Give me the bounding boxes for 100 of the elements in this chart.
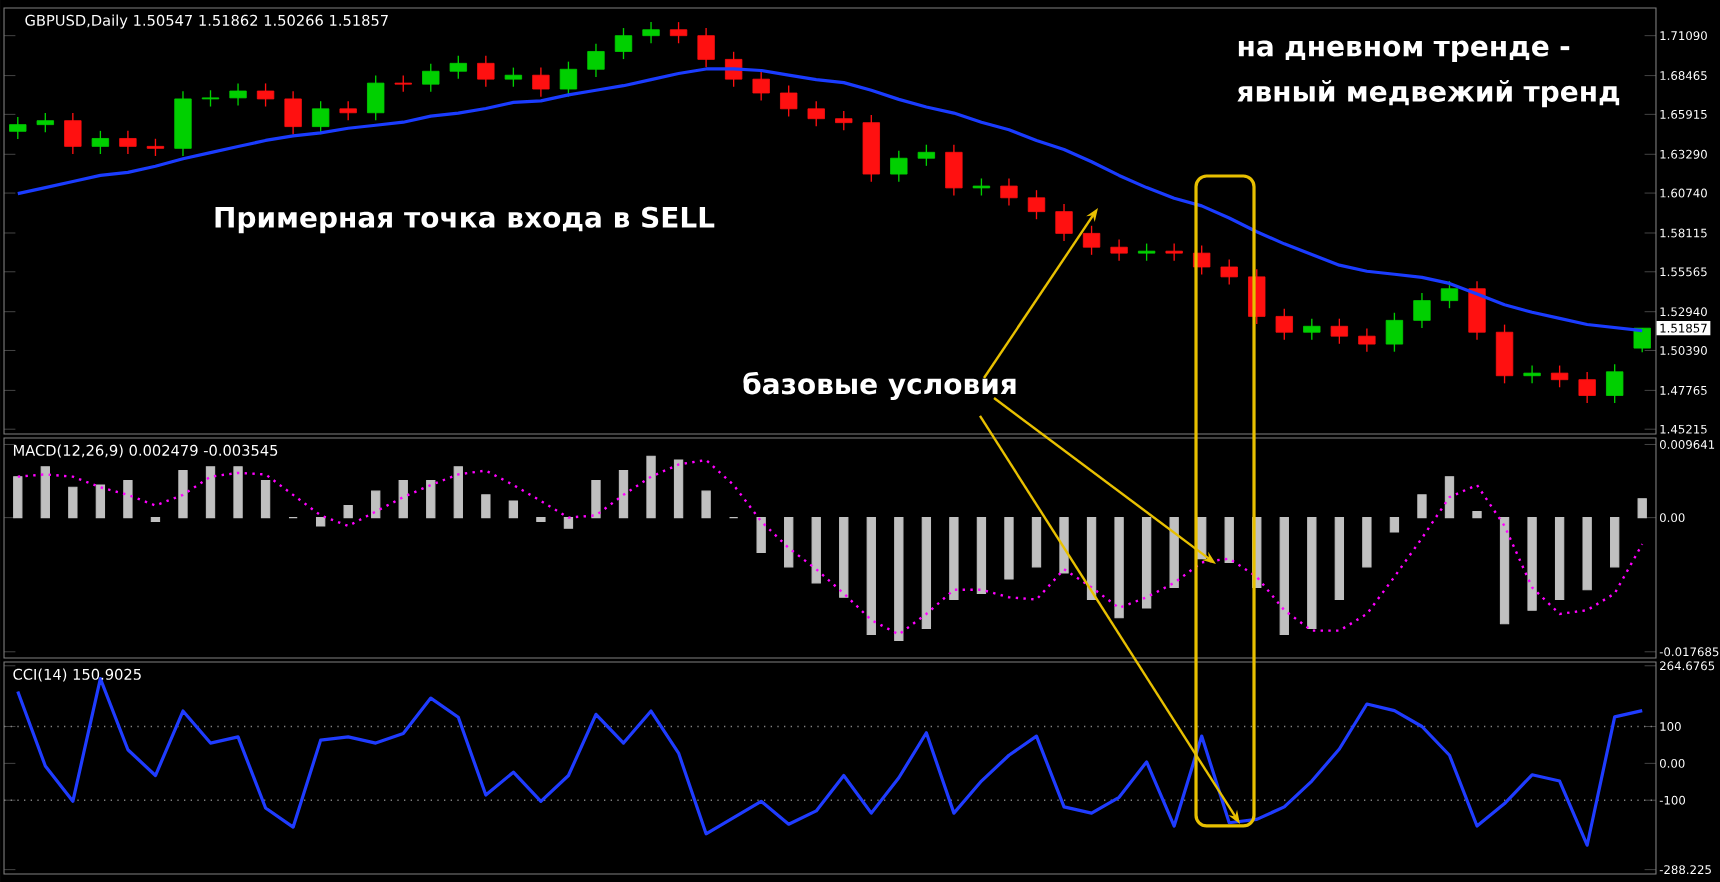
bar xyxy=(1527,517,1537,611)
bar xyxy=(508,500,519,519)
candlestick xyxy=(835,110,853,131)
candlestick xyxy=(917,144,936,167)
candlestick xyxy=(890,149,908,183)
candlestick xyxy=(36,112,54,133)
bar xyxy=(95,484,106,519)
bar xyxy=(1389,517,1400,533)
bar xyxy=(591,479,601,519)
candlestick xyxy=(91,130,110,155)
candlestick xyxy=(1440,280,1459,309)
bar xyxy=(618,470,629,519)
bar xyxy=(1610,517,1620,568)
candlestick xyxy=(1468,280,1486,341)
candlestick xyxy=(1220,258,1238,286)
candlestick xyxy=(1303,318,1321,341)
annotation: базовые условия xyxy=(743,371,1016,401)
candlestick xyxy=(780,84,798,118)
bar xyxy=(921,517,932,629)
candlestick xyxy=(229,82,247,107)
bar xyxy=(673,459,684,519)
bar xyxy=(205,466,216,519)
candlestick xyxy=(119,130,137,155)
candlestick xyxy=(1578,371,1596,404)
bar xyxy=(426,479,436,519)
candlestick xyxy=(642,21,660,44)
bar xyxy=(949,517,959,601)
candlestick xyxy=(1330,318,1349,345)
bar xyxy=(563,517,574,529)
candlestick xyxy=(311,100,330,135)
bar xyxy=(481,494,491,519)
candlestick xyxy=(1165,242,1183,262)
bar xyxy=(40,466,50,519)
bar xyxy=(1417,494,1427,519)
bar xyxy=(1637,498,1647,519)
bar xyxy=(1279,517,1289,635)
bar xyxy=(453,466,463,519)
bar xyxy=(315,517,326,527)
bar xyxy=(1114,517,1124,619)
candlestick xyxy=(1550,364,1569,388)
bar xyxy=(646,455,656,519)
line-series xyxy=(16,458,1644,636)
bar xyxy=(398,479,408,519)
bar xyxy=(1582,517,1592,591)
candlestick xyxy=(614,27,633,60)
candlestick xyxy=(284,90,302,135)
bar xyxy=(866,517,876,635)
bar xyxy=(260,479,271,519)
bar xyxy=(1224,517,1234,563)
candlestick xyxy=(1358,327,1376,353)
candlestick xyxy=(1000,177,1018,207)
bar xyxy=(784,517,794,568)
bar xyxy=(1444,476,1455,519)
candlestick xyxy=(1275,308,1293,341)
candlestick xyxy=(64,112,82,155)
bar xyxy=(178,470,188,519)
candlestick xyxy=(752,70,770,102)
candlestick xyxy=(1413,292,1431,329)
annotation: на дневном тренде - явный медвежий тренд xyxy=(1237,40,1620,108)
candlestick xyxy=(1495,323,1514,384)
bar xyxy=(1499,517,1510,625)
annotation: Примерная точка входа в SELL xyxy=(215,206,715,234)
candlestick xyxy=(1385,312,1404,353)
bar xyxy=(1307,517,1317,629)
candlestick xyxy=(367,74,385,122)
bar xyxy=(894,517,904,642)
bar xyxy=(701,490,711,519)
bar xyxy=(1554,517,1565,601)
candlestick xyxy=(1082,225,1101,256)
candlestick xyxy=(807,100,825,127)
candlestick xyxy=(1110,238,1128,262)
bar xyxy=(839,517,849,598)
candlestick xyxy=(477,55,495,88)
candlestick xyxy=(945,144,963,197)
candlestick xyxy=(532,66,550,98)
candlestick xyxy=(559,61,578,98)
candlestick xyxy=(1523,364,1541,384)
candlestick xyxy=(1633,327,1651,354)
bar xyxy=(13,476,23,519)
candlestick xyxy=(1606,363,1624,404)
candlestick xyxy=(9,116,27,140)
candlestick xyxy=(669,21,688,44)
bar xyxy=(371,490,381,519)
bar xyxy=(233,466,243,519)
bar xyxy=(1334,517,1345,601)
candlestick xyxy=(587,43,605,78)
bar xyxy=(68,486,78,519)
candlestick xyxy=(697,27,715,68)
bar xyxy=(1141,517,1152,609)
candlestick xyxy=(1055,203,1073,242)
candlestick xyxy=(449,55,467,80)
candlestick xyxy=(1027,189,1046,220)
bar xyxy=(1031,517,1042,568)
bar xyxy=(1086,517,1097,601)
bar xyxy=(343,504,353,519)
candlestick xyxy=(256,82,275,108)
bar xyxy=(811,517,821,584)
bar xyxy=(1169,517,1179,588)
bar xyxy=(756,517,766,554)
bar xyxy=(1362,517,1372,568)
